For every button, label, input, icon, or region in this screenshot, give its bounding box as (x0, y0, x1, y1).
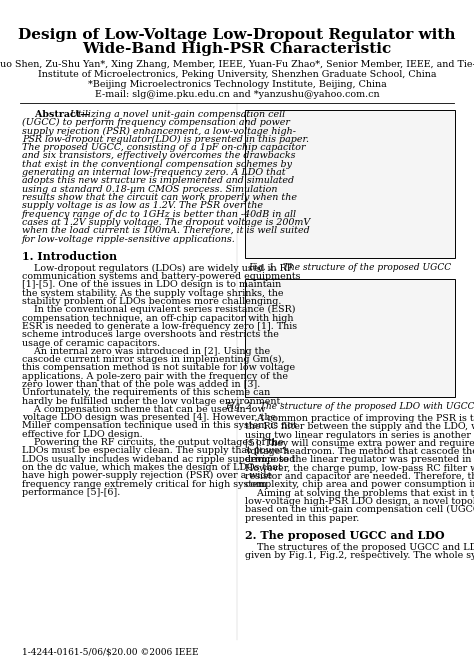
Text: for low-voltage ripple-sensitive applications.: for low-voltage ripple-sensitive applica… (22, 234, 236, 243)
Text: effective for LDO design.: effective for LDO design. (22, 429, 143, 439)
Text: the RC filter between the supply and the LDO, while: the RC filter between the supply and the… (245, 422, 474, 431)
Text: the system stability. As the supply voltage shrinks, the: the system stability. As the supply volt… (22, 289, 283, 297)
Text: usage of ceramic capacitors.: usage of ceramic capacitors. (22, 338, 160, 348)
Text: supply voltage is as low as 1.2V. The PSR over the: supply voltage is as low as 1.2V. The PS… (22, 201, 263, 210)
Text: using a standard 0.18-μm CMOS process. Simulation: using a standard 0.18-μm CMOS process. S… (22, 185, 277, 194)
Text: cascode current mirror stages in implementing Gm(s),: cascode current mirror stages in impleme… (22, 355, 284, 364)
Text: The structures of the proposed UGCC and LDO are: The structures of the proposed UGCC and … (245, 543, 474, 552)
Text: Design of Low-Voltage Low-Dropout Regulator with: Design of Low-Voltage Low-Dropout Regula… (18, 28, 456, 42)
Text: A compensation scheme that can be used in low: A compensation scheme that can be used i… (22, 405, 265, 414)
Text: A common practice of improving the PSR is to place: A common practice of improving the PSR i… (245, 414, 474, 423)
Text: frequency range extremely critical for high system: frequency range extremely critical for h… (22, 480, 267, 488)
Text: this compensation method is not suitable for low voltage: this compensation method is not suitable… (22, 363, 295, 373)
Text: stability problem of LDOs becomes more challenging.: stability problem of LDOs becomes more c… (22, 297, 282, 306)
Text: The proposed UGCC, consisting of a 1pF on-chip capacitor: The proposed UGCC, consisting of a 1pF o… (22, 143, 306, 152)
Text: ESR is needed to generate a low-frequency zero [1]. This: ESR is needed to generate a low-frequenc… (22, 322, 297, 331)
Text: given by Fig.1, Fig.2, respectively. The whole system: given by Fig.1, Fig.2, respectively. The… (245, 551, 474, 560)
Text: communication systems and battery-powered equipments: communication systems and battery-powere… (22, 272, 301, 281)
Text: that exist in the conventional compensation schemes by: that exist in the conventional compensat… (22, 160, 292, 169)
Text: cases at 1.2V supply voltage. The dropout voltage is 200mV: cases at 1.2V supply voltage. The dropou… (22, 218, 310, 227)
Text: [1]-[5]. One of the issues in LDO design is to maintain: [1]-[5]. One of the issues in LDO design… (22, 281, 281, 289)
Text: E-mail: slg@ime.pku.edu.cn and *yanzushu@yahoo.com.cn: E-mail: slg@ime.pku.edu.cn and *yanzushu… (95, 90, 379, 99)
Text: Unfortunately, the requirements of this scheme can: Unfortunately, the requirements of this … (22, 389, 270, 397)
Text: [5]. They will consume extra power and require more: [5]. They will consume extra power and r… (245, 439, 474, 448)
Text: In the conventional equivalent series resistance (ESR): In the conventional equivalent series re… (22, 306, 295, 314)
Text: resistor and capacitor are needed. Therefore, the circuit: resistor and capacitor are needed. There… (245, 472, 474, 481)
Text: 1. Introduction: 1. Introduction (22, 251, 117, 262)
Text: on the dc value, which makes the design of LDOs that: on the dc value, which makes the design … (22, 463, 282, 472)
Text: An internal zero was introduced in [2]. Using the: An internal zero was introduced in [2]. … (22, 347, 270, 356)
Text: results show that the circuit can work properly when the: results show that the circuit can work p… (22, 193, 297, 202)
Text: Abstract—: Abstract— (22, 110, 90, 119)
Bar (245, 279, 455, 397)
Text: Wide-Band High-PSR Characteristic: Wide-Band High-PSR Characteristic (82, 42, 392, 56)
Text: performance [5]-[6].: performance [5]-[6]. (22, 488, 120, 497)
Text: compensation technique, an off-chip capacitor with high: compensation technique, an off-chip capa… (22, 314, 293, 322)
Text: 2. The proposed UGCC and LDO: 2. The proposed UGCC and LDO (245, 530, 445, 541)
Text: (UGCC) to perform frequency compensation and power: (UGCC) to perform frequency compensation… (22, 119, 290, 127)
Text: PSR low-dropout regulator(LDO) is presented in this paper.: PSR low-dropout regulator(LDO) is presen… (22, 135, 309, 144)
Text: Liang-Guo Shen, Zu-Shu Yan*, Xing Zhang, Member, IEEE, Yuan-Fu Zhao*, Senior Mem: Liang-Guo Shen, Zu-Shu Yan*, Xing Zhang,… (0, 60, 474, 69)
Text: Fig. 1.  The structure of the proposed UGCC: Fig. 1. The structure of the proposed UG… (248, 263, 452, 272)
Text: However, the charge pump, low-pass RC filter with large: However, the charge pump, low-pass RC fi… (245, 464, 474, 473)
Text: and six transistors, effectively overcomes the drawbacks: and six transistors, effectively overcom… (22, 151, 295, 161)
Text: scheme introduces large overshoots and restricts the: scheme introduces large overshoots and r… (22, 330, 279, 339)
Text: device to the linear regulator was presented in [6], [7].: device to the linear regulator was prese… (245, 456, 474, 464)
Text: Aiming at solving the problems that exist in the: Aiming at solving the problems that exis… (245, 488, 474, 498)
Text: when the load current is 100mA. Therefore, it is well suited: when the load current is 100mA. Therefor… (22, 226, 310, 235)
Bar (245, 110, 455, 258)
Text: low-voltage high-PSR LDO design, a novel topology: low-voltage high-PSR LDO design, a novel… (245, 497, 474, 506)
Text: presented in this paper.: presented in this paper. (245, 514, 359, 523)
Text: Institute of Microelectronics, Peking University, Shenzhen Graduate School, Chin: Institute of Microelectronics, Peking Un… (38, 70, 436, 79)
Text: applications. A pole-zero pair with the frequency of the: applications. A pole-zero pair with the … (22, 372, 288, 381)
Text: Low-dropout regulators (LDOs) are widely used in RF: Low-dropout regulators (LDOs) are widely… (22, 264, 293, 273)
Text: hardly be fulfilled under the low voltage environment.: hardly be fulfilled under the low voltag… (22, 397, 283, 405)
Text: *Beijing Microelectronics Technology Institute, Beijing, China: *Beijing Microelectronics Technology Ins… (88, 80, 386, 89)
Text: have high power-supply rejection (PSR) over a wide: have high power-supply rejection (PSR) o… (22, 471, 272, 480)
Text: using two linear regulators in series is another solution: using two linear regulators in series is… (245, 431, 474, 440)
Text: voltage headroom. The method that cascode the NMOS: voltage headroom. The method that cascod… (245, 447, 474, 456)
Text: supply rejection (PSR) enhancement, a low-voltage high-: supply rejection (PSR) enhancement, a lo… (22, 127, 296, 136)
Text: adopts this new structure is implemented and simulated: adopts this new structure is implemented… (22, 176, 294, 186)
Text: 1-4244-0161-5/06/$20.00 ©2006 IEEE: 1-4244-0161-5/06/$20.00 ©2006 IEEE (22, 648, 199, 657)
Text: LDOs must be especially clean. The supply that powers: LDOs must be especially clean. The suppl… (22, 446, 289, 456)
Text: frequency range of dc to 1GHz is better than -40dB in all: frequency range of dc to 1GHz is better … (22, 210, 297, 218)
Text: Utilizing a novel unit-gain compensation cell: Utilizing a novel unit-gain compensation… (70, 110, 285, 119)
Text: based on the unit-gain compensation cell (UGCC) is: based on the unit-gain compensation cell… (245, 505, 474, 515)
Text: generating an internal low-frequency zero. A LDO that: generating an internal low-frequency zer… (22, 168, 286, 177)
Text: Fig. 2.  The structure of the proposed LDO with UGCC: Fig. 2. The structure of the proposed LD… (225, 402, 474, 411)
Text: zero lower than that of the pole was added in [3].: zero lower than that of the pole was add… (22, 380, 260, 389)
Text: complexity, chip area and power consumption increase.: complexity, chip area and power consumpt… (245, 480, 474, 489)
Text: Powering the RF circuits, the output voltages of the: Powering the RF circuits, the output vol… (22, 438, 283, 447)
Text: LDOs usually includes wideband ac ripple superimposed: LDOs usually includes wideband ac ripple… (22, 455, 295, 464)
Text: Miller compensation technique used in this system is not: Miller compensation technique used in th… (22, 421, 297, 431)
Text: voltage LDO design was presented [4]. However, the: voltage LDO design was presented [4]. Ho… (22, 413, 276, 422)
